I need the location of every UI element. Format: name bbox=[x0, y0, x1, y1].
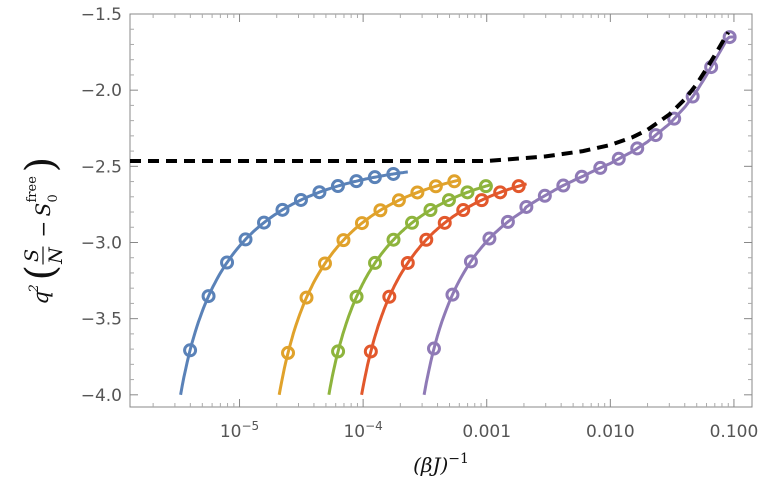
plot-frame bbox=[129, 13, 753, 408]
series-5-marker bbox=[500, 214, 515, 229]
series-5-marker bbox=[593, 160, 608, 175]
series-4-marker bbox=[474, 193, 489, 208]
series-3-marker bbox=[368, 255, 383, 270]
y-tick-label: −3.5 bbox=[81, 310, 122, 330]
series-1-marker bbox=[238, 232, 253, 247]
y-tick-label: −2.5 bbox=[81, 157, 122, 177]
x-tick-label: 10−4 bbox=[343, 419, 382, 442]
series-5-marker bbox=[445, 287, 460, 302]
series-5-marker bbox=[482, 231, 497, 246]
series-1-marker bbox=[256, 215, 271, 230]
series-3-marker bbox=[404, 215, 419, 230]
axes bbox=[129, 13, 753, 408]
series-5-marker bbox=[630, 141, 645, 156]
series-5-marker bbox=[667, 111, 682, 126]
series-3-marker bbox=[460, 185, 475, 200]
series-1-marker bbox=[201, 289, 216, 304]
y-label-S: S bbox=[21, 249, 43, 262]
series-4-marker bbox=[437, 215, 452, 230]
series-1-marker bbox=[349, 174, 364, 189]
y-label-close-paren: ) bbox=[18, 157, 64, 173]
series-5-marker bbox=[537, 188, 552, 203]
series-3-marker bbox=[478, 179, 493, 194]
y-tick-label: −1.5 bbox=[81, 5, 122, 25]
y-label-N: N bbox=[45, 246, 67, 265]
series-1-marker bbox=[386, 166, 401, 181]
series-4-marker bbox=[363, 344, 378, 359]
x-tick-label: 0.001 bbox=[462, 422, 511, 442]
y-label-S0: S bbox=[31, 203, 55, 217]
series-2-marker bbox=[373, 203, 388, 218]
series-2-marker bbox=[299, 290, 314, 305]
series-4-marker bbox=[400, 255, 415, 270]
series-2-marker bbox=[336, 233, 351, 248]
series-5-marker bbox=[556, 178, 571, 193]
series-1-marker bbox=[275, 202, 290, 217]
y-tick-label: −3.0 bbox=[81, 233, 122, 253]
series-5-marker bbox=[426, 341, 441, 356]
series-5-marker bbox=[722, 30, 737, 45]
y-label-superscript: free bbox=[25, 176, 40, 203]
y-label-q: q bbox=[29, 291, 53, 304]
series-3-marker bbox=[349, 289, 364, 304]
y-label-open-paren: ( bbox=[18, 265, 64, 281]
series-1-marker bbox=[183, 343, 198, 358]
series-4-fit-line bbox=[360, 182, 527, 396]
series-3-marker bbox=[441, 193, 456, 208]
x-tick-label: 0.100 bbox=[710, 422, 759, 442]
series-1-marker bbox=[220, 255, 235, 270]
series-5-marker bbox=[574, 169, 589, 184]
x-axis-label: (βJ)−1 bbox=[413, 451, 469, 477]
series-3-fit-line bbox=[327, 182, 493, 396]
series-3-marker bbox=[331, 344, 346, 359]
series-3-marker bbox=[386, 232, 401, 247]
series-1-fit-line bbox=[179, 170, 408, 396]
y-label-q-exp: 2 bbox=[27, 284, 42, 293]
series-5-marker bbox=[463, 254, 478, 269]
y-tick-label: −2.0 bbox=[81, 81, 122, 101]
series-2-marker bbox=[354, 216, 369, 231]
y-tick-label: −4.0 bbox=[81, 386, 122, 406]
series-5-marker bbox=[611, 151, 626, 166]
series-4-marker bbox=[493, 185, 508, 200]
series-4-marker bbox=[511, 179, 526, 194]
series-2-marker bbox=[317, 256, 332, 271]
series-1-marker bbox=[367, 170, 382, 185]
series-1-marker bbox=[330, 179, 345, 194]
x-tick-label: 10−5 bbox=[220, 419, 259, 442]
series-5-fit-line bbox=[422, 35, 734, 396]
series-2-marker bbox=[281, 345, 296, 360]
series-2-marker bbox=[428, 179, 443, 194]
series-3-marker bbox=[423, 203, 438, 218]
series-1-marker bbox=[293, 192, 308, 207]
axis-labels: −1.5 −2.0 −2.5 −3.0 −3.5 −4.0 10−5 10−4 0.001 0.0… bbox=[18, 5, 758, 477]
series-2-marker bbox=[391, 193, 406, 208]
series-1-marker bbox=[312, 185, 327, 200]
series-4-marker bbox=[382, 289, 397, 304]
series-4-marker bbox=[419, 232, 434, 247]
y-label-subscript: 0 bbox=[46, 194, 61, 202]
y-label-minus: − bbox=[31, 221, 55, 238]
series-4-marker bbox=[456, 203, 471, 218]
series-layer bbox=[179, 30, 737, 396]
series-5-marker bbox=[519, 199, 534, 214]
dashed-reference-line bbox=[130, 31, 731, 163]
x-tick-label: 0.010 bbox=[586, 422, 635, 442]
dashed-layer bbox=[130, 31, 731, 163]
series-2-marker bbox=[447, 174, 462, 189]
series-2-marker bbox=[410, 185, 425, 200]
series-5-marker bbox=[648, 128, 663, 143]
